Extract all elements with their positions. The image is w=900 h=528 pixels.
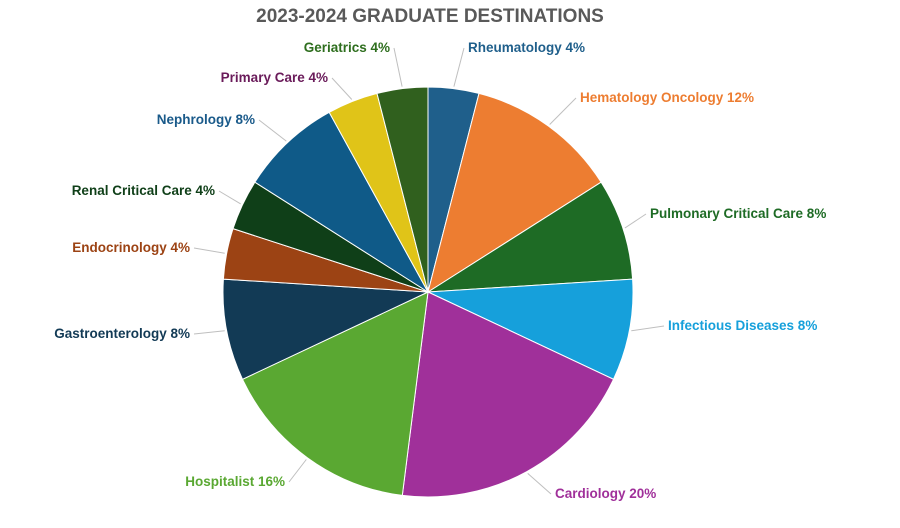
- slice-label: Primary Care 4%: [221, 70, 328, 85]
- pie-slice-infectious-diseases: [427, 278, 634, 380]
- slice-label: Hospitalist 16%: [185, 474, 285, 489]
- pie-slice-hospitalist: [241, 291, 429, 496]
- leader-line: [218, 190, 241, 205]
- pie-slice-cardiology: [401, 291, 615, 498]
- leader-line: [453, 47, 465, 87]
- slice-label: Geriatrics 4%: [304, 40, 390, 55]
- pie-slice-gastroenterology: [222, 278, 429, 380]
- slice-label: Renal Critical Care 4%: [72, 183, 215, 198]
- pie-slice-nephrology: [254, 111, 429, 293]
- leader-line: [331, 77, 353, 100]
- leader-line: [193, 247, 225, 254]
- slice-label: Infectious Diseases 8%: [668, 318, 817, 333]
- leader-line: [193, 330, 225, 335]
- chart-title: 2023-2024 GRADUATE DESTINATIONS: [256, 6, 604, 27]
- leader-line: [549, 97, 577, 125]
- slice-label: Nephrology 8%: [157, 112, 255, 127]
- slice-label: Hematology Oncology 12%: [580, 90, 754, 105]
- pie-slice-geriatrics: [376, 86, 429, 293]
- leader-line: [631, 325, 665, 332]
- slice-label: Gastroenterology 8%: [54, 326, 190, 341]
- slice-label: Pulmonary Critical Care 8%: [650, 206, 826, 221]
- pie-slice-hematology-oncology: [427, 92, 602, 294]
- leader-line: [288, 459, 307, 483]
- pie-slice-pulmonary-critical-care: [427, 181, 634, 293]
- leader-line: [393, 47, 403, 87]
- slice-label: Rheumatology 4%: [468, 40, 585, 55]
- leader-line: [258, 119, 287, 142]
- leader-line: [624, 213, 647, 229]
- slice-label: Endocrinology 4%: [72, 240, 190, 255]
- slice-label: Cardiology 20%: [555, 486, 656, 501]
- leader-line: [527, 473, 552, 495]
